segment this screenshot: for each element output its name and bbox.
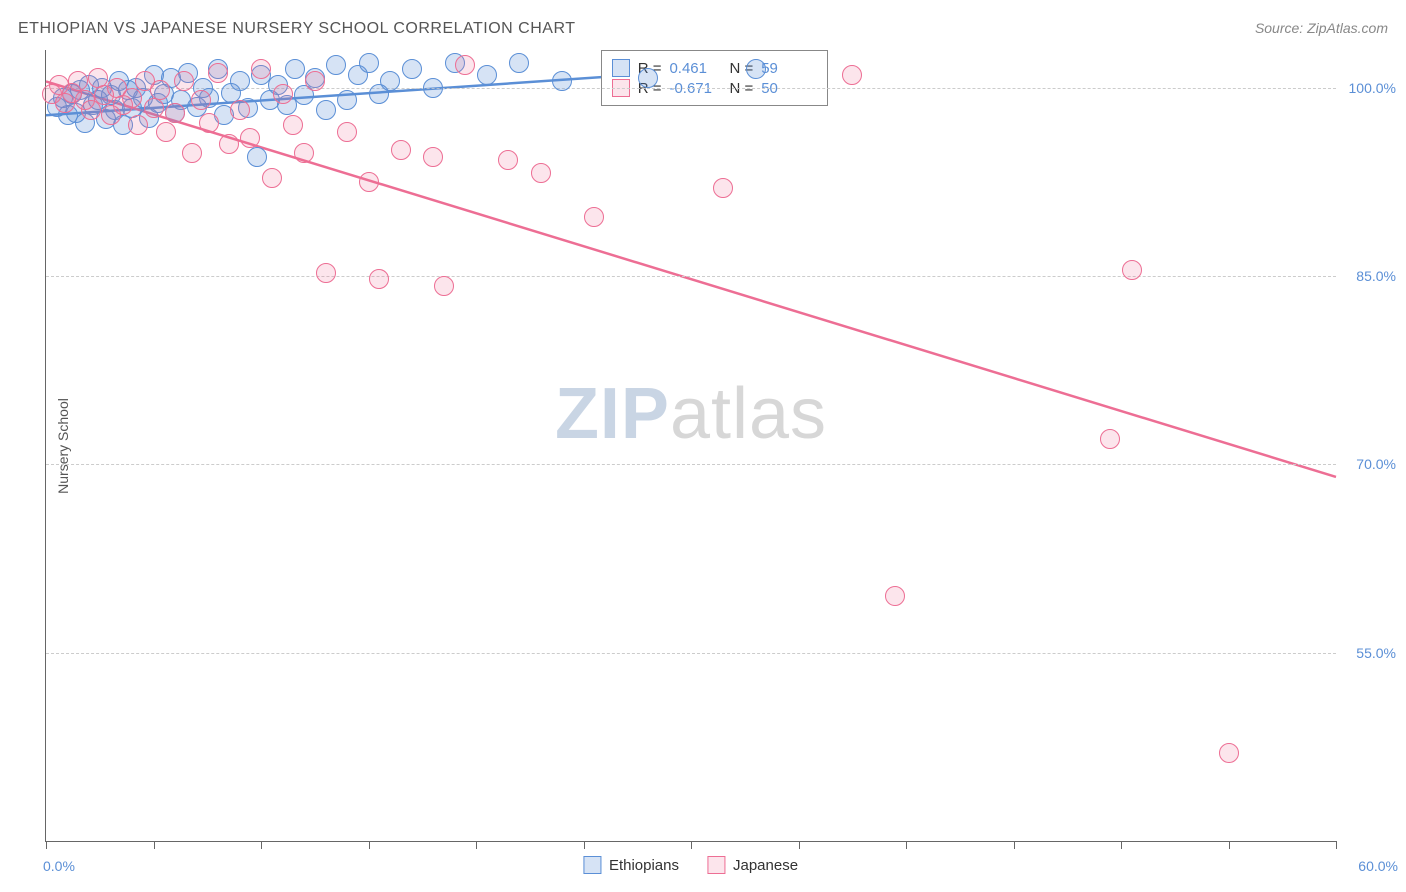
watermark-atlas: atlas xyxy=(670,374,827,454)
data-point xyxy=(316,100,336,120)
x-tick xyxy=(584,841,585,849)
grid-line xyxy=(46,653,1336,654)
swatch-pink-icon xyxy=(707,856,725,874)
data-point xyxy=(208,63,228,83)
chart-container: Nursery School ZIPatlas R = 0.461 N = 59… xyxy=(45,50,1336,842)
data-point xyxy=(230,100,250,120)
x-tick xyxy=(906,841,907,849)
data-point xyxy=(122,88,142,108)
data-point xyxy=(638,68,658,88)
data-point xyxy=(842,65,862,85)
x-tick xyxy=(476,841,477,849)
data-point xyxy=(885,586,905,606)
data-point xyxy=(144,98,164,118)
data-point xyxy=(165,103,185,123)
x-tick xyxy=(154,841,155,849)
data-point xyxy=(326,55,346,75)
data-point xyxy=(240,128,260,148)
data-point xyxy=(369,269,389,289)
data-point xyxy=(423,147,443,167)
legend-item-ethiopians: Ethiopians xyxy=(583,856,679,874)
x-tick xyxy=(1229,841,1230,849)
legend-item-japanese: Japanese xyxy=(707,856,798,874)
data-point xyxy=(305,71,325,91)
data-point xyxy=(199,113,219,133)
data-point xyxy=(285,59,305,79)
data-point xyxy=(182,143,202,163)
y-tick-label: 100.0% xyxy=(1341,80,1396,96)
header: ETHIOPIAN VS JAPANESE NURSERY SCHOOL COR… xyxy=(18,20,1388,50)
x-max-label: 60.0% xyxy=(1358,858,1398,874)
plot-area: ZIPatlas R = 0.461 N = 59 R = -0.671 N =… xyxy=(45,50,1336,842)
data-point xyxy=(1219,743,1239,763)
data-point xyxy=(713,178,733,198)
legend-label: Japanese xyxy=(733,857,798,874)
data-point xyxy=(247,147,267,167)
data-point xyxy=(423,78,443,98)
data-point xyxy=(531,163,551,183)
data-point xyxy=(584,207,604,227)
data-point xyxy=(262,168,282,188)
series-legend: Ethiopians Japanese xyxy=(583,856,798,874)
chart-title: ETHIOPIAN VS JAPANESE NURSERY SCHOOL COR… xyxy=(18,20,575,38)
grid-line xyxy=(46,276,1336,277)
data-point xyxy=(477,65,497,85)
data-point xyxy=(128,115,148,135)
data-point xyxy=(1100,429,1120,449)
data-point xyxy=(156,122,176,142)
x-tick xyxy=(691,841,692,849)
y-tick-label: 70.0% xyxy=(1341,456,1396,472)
data-point xyxy=(509,53,529,73)
legend-label: Ethiopians xyxy=(609,857,679,874)
n-value-blue: 59 xyxy=(761,60,813,77)
data-point xyxy=(359,53,379,73)
trend-lines xyxy=(46,50,1336,841)
data-point xyxy=(455,55,475,75)
data-point xyxy=(552,71,572,91)
data-point xyxy=(746,59,766,79)
stats-legend: R = 0.461 N = 59 R = -0.671 N = 50 xyxy=(601,50,829,106)
data-point xyxy=(191,90,211,110)
trend-line xyxy=(46,81,1336,477)
data-point xyxy=(434,276,454,296)
data-point xyxy=(273,84,293,104)
data-point xyxy=(380,71,400,91)
data-point xyxy=(294,143,314,163)
watermark: ZIPatlas xyxy=(555,373,827,455)
x-min-label: 0.0% xyxy=(43,858,75,874)
swatch-blue-icon xyxy=(612,59,630,77)
data-point xyxy=(402,59,422,79)
data-point xyxy=(174,71,194,91)
y-tick-label: 85.0% xyxy=(1341,268,1396,284)
data-point xyxy=(337,90,357,110)
data-point xyxy=(391,140,411,160)
data-point xyxy=(1122,260,1142,280)
x-tick xyxy=(1121,841,1122,849)
data-point xyxy=(337,122,357,142)
data-point xyxy=(68,71,88,91)
data-point xyxy=(230,71,250,91)
data-point xyxy=(359,172,379,192)
x-tick xyxy=(261,841,262,849)
data-point xyxy=(498,150,518,170)
data-point xyxy=(150,80,170,100)
x-tick xyxy=(1336,841,1337,849)
grid-line xyxy=(46,464,1336,465)
x-tick xyxy=(799,841,800,849)
x-tick xyxy=(46,841,47,849)
x-tick xyxy=(369,841,370,849)
source-label: Source: ZipAtlas.com xyxy=(1255,20,1388,36)
data-point xyxy=(219,134,239,154)
r-value-blue: 0.461 xyxy=(669,60,721,77)
data-point xyxy=(316,263,336,283)
data-point xyxy=(251,59,271,79)
x-tick xyxy=(1014,841,1015,849)
y-tick-label: 55.0% xyxy=(1341,645,1396,661)
swatch-blue-icon xyxy=(583,856,601,874)
data-point xyxy=(283,115,303,135)
watermark-zip: ZIP xyxy=(555,374,670,454)
